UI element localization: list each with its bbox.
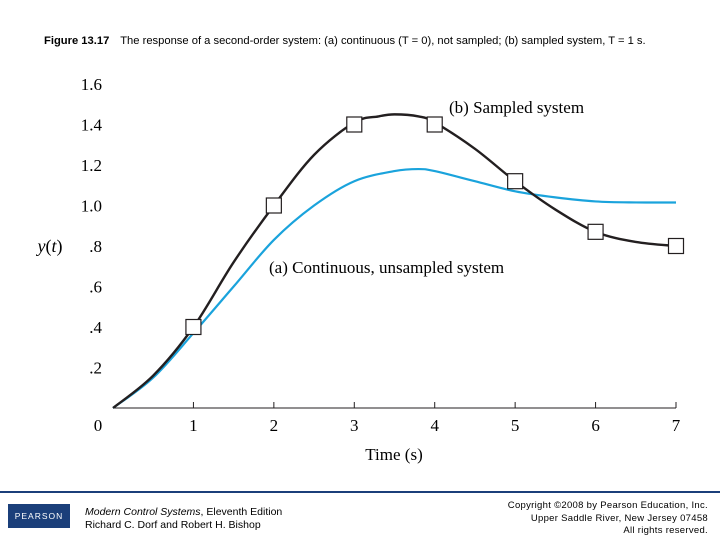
sample-markers (185, 116, 685, 336)
x-tick-label: 7 (672, 416, 681, 435)
y-tick-label: 1.0 (81, 197, 102, 216)
figure-caption: Figure 13.17 The response of a second-or… (44, 35, 646, 47)
x-tick-label: 4 (430, 416, 439, 435)
sample-point-marker (346, 116, 363, 133)
y-tick-label: 1.4 (81, 116, 103, 135)
response-chart: .2 .4 .6 .8 1.0 1.2 1.4 1.6 0 1 2 3 4 5 6 7 y(t) Time … (35, 75, 685, 464)
sampled-system-line (112, 113, 677, 409)
y-tick-labels: .2 .4 .6 .8 1.0 1.2 1.4 1.6 (81, 75, 103, 378)
copyright-address: Upper Saddle River, New Jersey 07458 (530, 512, 708, 524)
x-tick-label: 3 (350, 416, 359, 435)
pearson-logo: PEARSON (8, 504, 70, 528)
x-tick-marks (192, 402, 677, 408)
sample-point-marker (426, 116, 443, 133)
sample-point-marker (265, 197, 282, 214)
x-tick-label: 2 (270, 416, 279, 435)
y-tick-label: 1.2 (81, 156, 102, 175)
sample-point-marker (507, 173, 524, 190)
copyright-rights: All rights reserved. (623, 525, 708, 536)
footer-divider (0, 491, 720, 493)
y-axis-label: y(t) (35, 236, 62, 257)
y-tick-label: .4 (89, 318, 102, 337)
y-tick-label: .6 (89, 278, 102, 297)
book-authors: Richard C. Dorf and Robert H. Bishop (85, 519, 261, 531)
x-tick-label: 1 (189, 416, 198, 435)
copyright-line: Copyright ©2008 by Pearson Education, In… (507, 500, 708, 511)
x-tick-label: 0 (94, 416, 103, 435)
book-title: Modern Control Systems (85, 506, 201, 518)
copyright-notice: Copyright ©2008 by Pearson Education, In… (508, 500, 708, 538)
sample-point-marker (185, 318, 202, 336)
sample-point-marker (667, 237, 685, 255)
book-info: Modern Control Systems, Eleventh Edition… (85, 506, 282, 532)
book-edition: , Eleventh Edition (200, 506, 283, 518)
figure-label: Figure 13.17 (44, 35, 110, 47)
y-tick-label: .2 (89, 359, 102, 378)
x-tick-label: 6 (591, 416, 600, 435)
y-tick-label: 1.6 (81, 75, 102, 94)
x-axis-label: Time (s) (365, 445, 422, 464)
series-label-continuous: (a) Continuous, unsampled system (269, 258, 504, 277)
series-label-sampled: (b) Sampled system (449, 98, 584, 117)
y-tick-label: .8 (89, 237, 102, 256)
series-lines (112, 113, 677, 409)
sample-point-marker (587, 223, 604, 240)
x-tick-label: 5 (511, 416, 520, 435)
x-tick-labels: 0 1 2 3 4 5 6 7 (94, 416, 681, 435)
continuous-system-line (112, 167, 677, 409)
figure-caption-text: The response of a second-order system: (… (120, 35, 646, 47)
